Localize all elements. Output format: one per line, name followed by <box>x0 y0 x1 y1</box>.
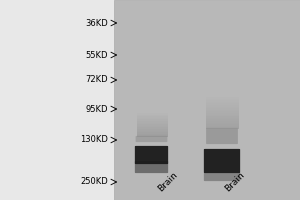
Bar <box>206 99 239 100</box>
Text: 36KD: 36KD <box>85 19 108 27</box>
Bar <box>206 103 239 105</box>
Bar <box>136 115 168 116</box>
Bar <box>206 121 239 123</box>
Bar <box>206 124 239 126</box>
FancyBboxPatch shape <box>136 136 167 142</box>
Bar <box>136 121 168 123</box>
FancyBboxPatch shape <box>204 173 240 181</box>
Bar <box>206 111 239 113</box>
FancyBboxPatch shape <box>204 149 240 173</box>
Text: 72KD: 72KD <box>85 75 108 84</box>
Bar <box>136 113 168 115</box>
Bar <box>136 119 168 121</box>
Bar <box>136 129 168 131</box>
Bar <box>206 115 239 116</box>
Bar <box>206 127 239 129</box>
Text: 55KD: 55KD <box>85 50 108 60</box>
Bar <box>206 108 239 110</box>
Bar <box>136 118 168 119</box>
FancyBboxPatch shape <box>206 128 238 144</box>
Bar <box>136 132 168 134</box>
Text: Brain: Brain <box>224 170 247 193</box>
Bar <box>136 134 168 135</box>
Bar <box>206 113 239 115</box>
Bar <box>136 116 168 118</box>
Bar <box>206 118 239 119</box>
Text: 130KD: 130KD <box>80 136 108 144</box>
Bar <box>206 123 239 124</box>
Bar <box>136 127 168 129</box>
Text: 250KD: 250KD <box>80 178 108 186</box>
Bar <box>136 131 168 132</box>
FancyBboxPatch shape <box>135 146 168 164</box>
Bar <box>206 119 239 121</box>
Bar <box>206 100 239 102</box>
Text: Brain: Brain <box>156 170 179 193</box>
Bar <box>206 102 239 103</box>
Bar <box>114 0 300 200</box>
Bar <box>136 126 168 127</box>
Bar <box>136 135 168 137</box>
FancyBboxPatch shape <box>135 161 168 173</box>
Bar <box>136 124 168 126</box>
Bar <box>206 116 239 118</box>
Bar <box>206 107 239 108</box>
Bar <box>206 110 239 111</box>
Bar <box>136 123 168 124</box>
Text: 95KD: 95KD <box>85 104 108 114</box>
Bar <box>206 126 239 127</box>
Bar <box>206 97 239 99</box>
Bar <box>206 105 239 107</box>
